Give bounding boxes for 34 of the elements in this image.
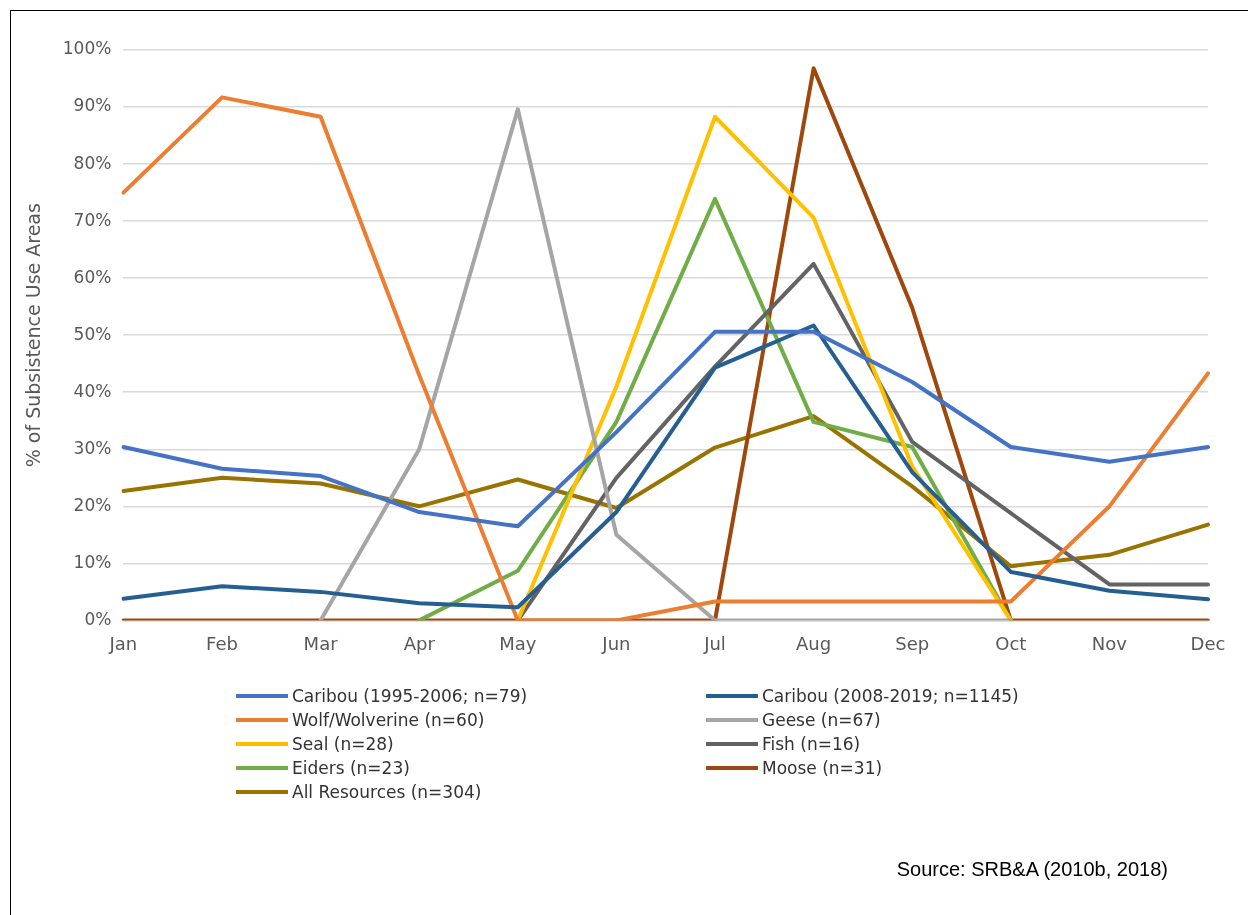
x-tick-label: Jul	[703, 632, 726, 654]
y-tick-label: 40%	[73, 380, 112, 401]
legend-label: Geese (n=67)	[762, 710, 881, 730]
x-tick-label: Feb	[206, 632, 238, 654]
y-tick-label: 20%	[73, 494, 112, 515]
source-note: Source: SRB&A (2010b, 2018)	[896, 858, 1168, 881]
y-tick-label: 10%	[73, 551, 112, 572]
legend-label: Wolf/Wolverine (n=60)	[292, 710, 485, 730]
x-tick-label: Sep	[895, 632, 930, 654]
x-tick-label: Nov	[1091, 632, 1128, 654]
x-tick-label: Jan	[108, 632, 138, 654]
x-tick-label: Aug	[796, 632, 832, 654]
x-tick-label: Oct	[995, 632, 1027, 654]
legend-label: Eiders (n=23)	[292, 758, 410, 778]
y-tick-label: 100%	[62, 38, 112, 59]
x-tick-label: Mar	[303, 632, 339, 654]
legend-label: Fish (n=16)	[762, 734, 861, 754]
y-tick-label: 70%	[73, 209, 112, 230]
legend-label: Seal (n=28)	[292, 734, 394, 754]
x-tick-label: May	[499, 632, 537, 654]
legend-label: Moose (n=31)	[762, 758, 883, 778]
y-tick-label: 80%	[73, 152, 112, 173]
y-tick-label: 60%	[73, 266, 112, 287]
legend-label: All Resources (n=304)	[292, 782, 482, 802]
y-axis-title: % of Subsistence Use Areas	[22, 203, 45, 468]
y-tick-label: 50%	[73, 323, 112, 344]
y-tick-label: 0%	[84, 608, 112, 629]
x-tick-label: Apr	[403, 632, 436, 654]
legend-label: Caribou (2008-2019; n=1145)	[762, 686, 1019, 706]
y-tick-label: 30%	[73, 437, 112, 458]
y-tick-label: 90%	[73, 95, 112, 116]
x-tick-label: Jun	[601, 632, 631, 654]
x-tick-label: Dec	[1190, 632, 1226, 654]
legend-label: Caribou (1995-2006; n=79)	[292, 686, 528, 706]
